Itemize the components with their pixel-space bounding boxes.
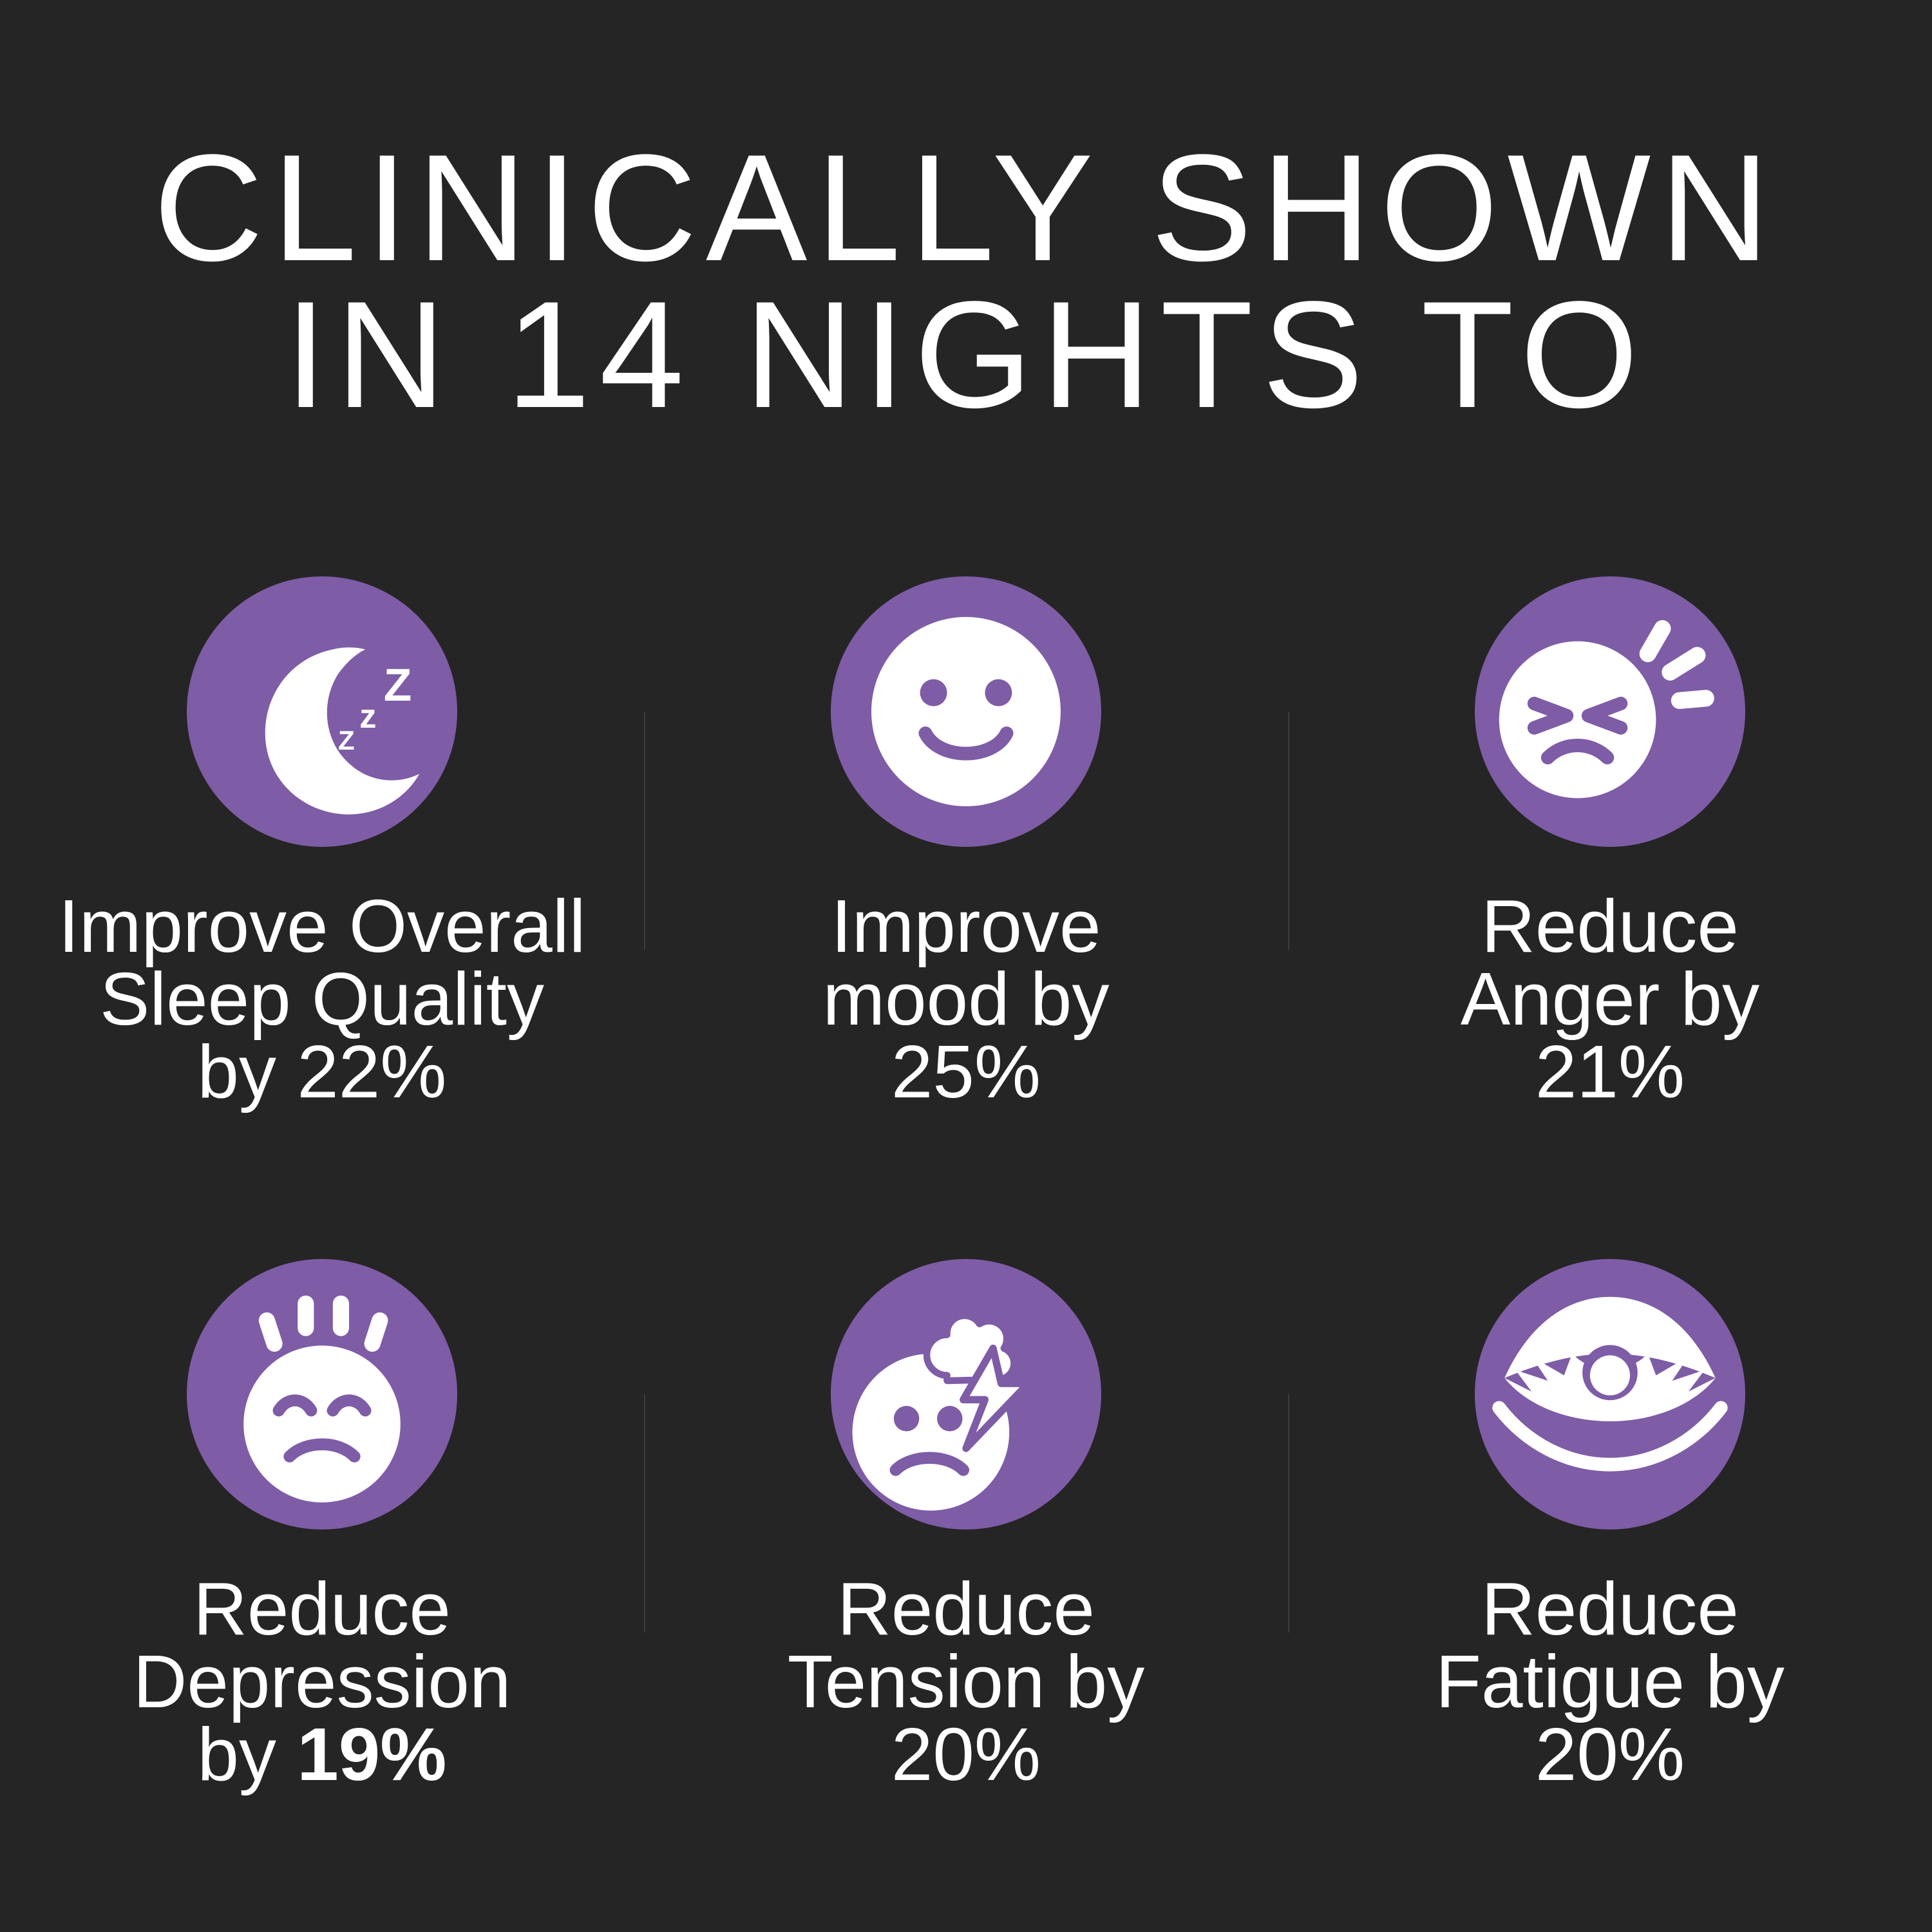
svg-text:Z: Z (384, 659, 412, 711)
svg-text:Z: Z (338, 725, 355, 755)
svg-text:z: z (359, 697, 376, 735)
